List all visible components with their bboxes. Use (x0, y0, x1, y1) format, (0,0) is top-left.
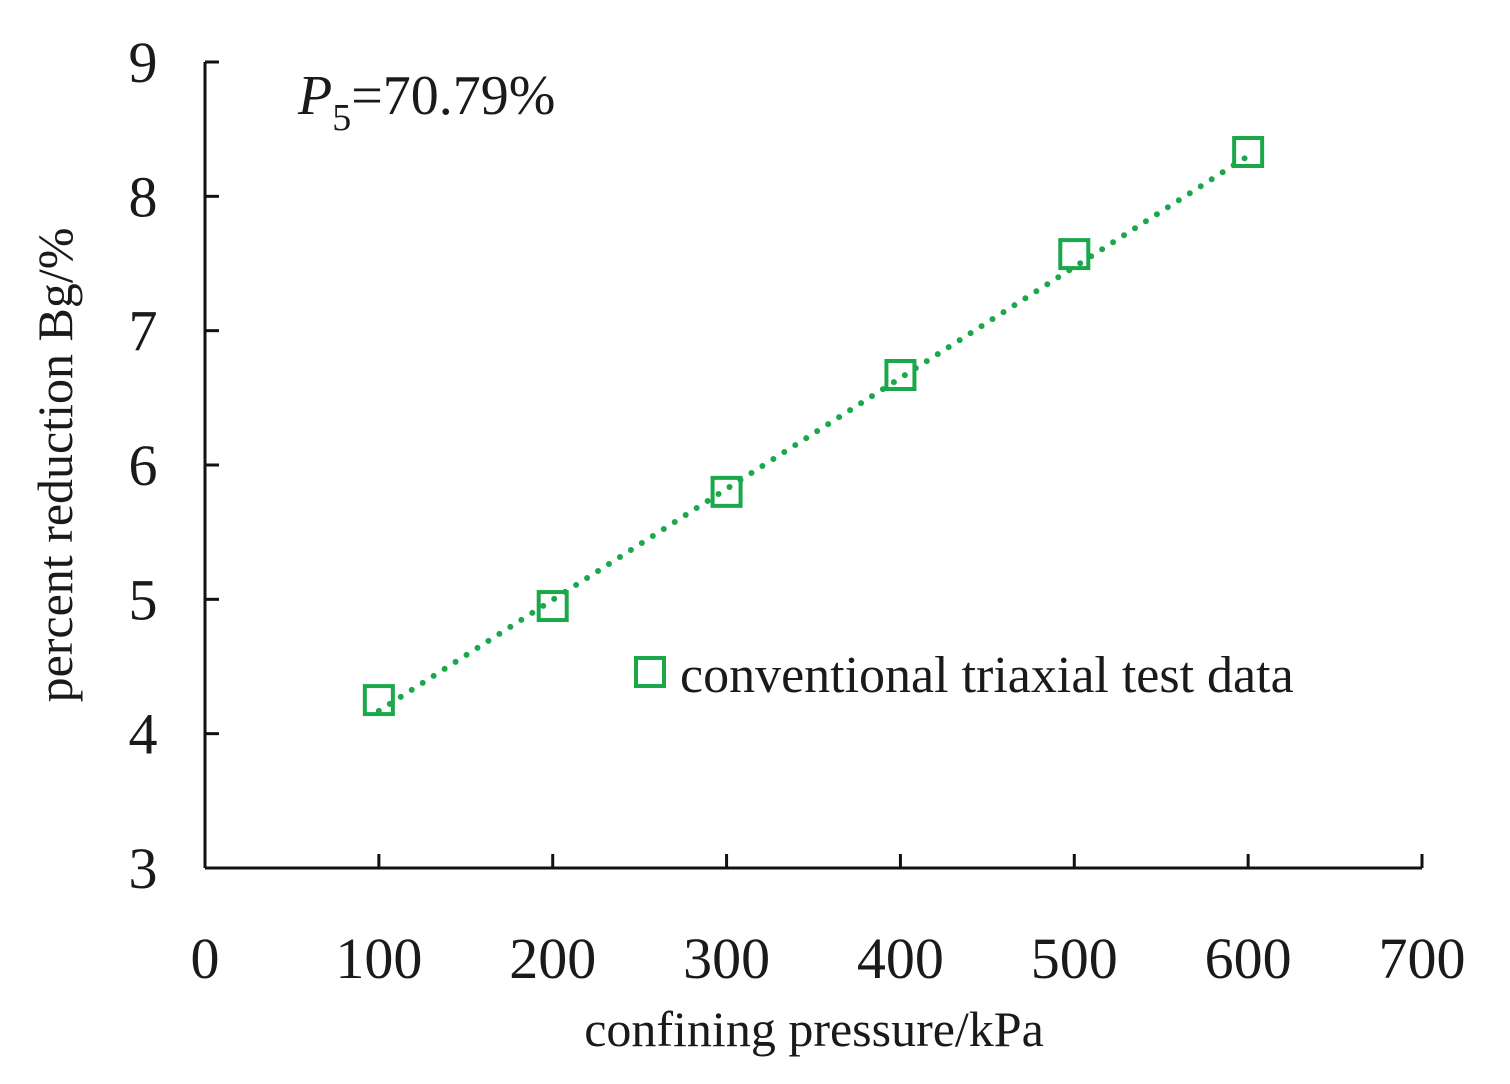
annotation-subscript: 5 (332, 97, 351, 139)
x-tick-label: 600 (1205, 926, 1292, 991)
data-point (1232, 136, 1265, 169)
x-tick-label: 500 (1031, 926, 1118, 991)
trendline (375, 153, 1252, 714)
annotation-p5: P5=70.79% (297, 65, 555, 139)
y-tick-label: 5 (129, 567, 158, 632)
data-point (884, 358, 917, 391)
x-tick-label: 0 (191, 926, 220, 991)
y-tick-label: 3 (129, 836, 158, 901)
x-tick-label: 400 (857, 926, 944, 991)
y-tick-label: 8 (129, 164, 158, 229)
ticks: 3 4 5 6 7 8 9 0 100 200 300 400 500 600 700 (129, 30, 1466, 991)
x-tick-label: 300 (683, 926, 770, 991)
data-point (362, 684, 395, 717)
data-point (1058, 238, 1091, 271)
x-tick-label: 700 (1379, 926, 1466, 991)
data-points (362, 136, 1265, 717)
annotation-text: =70.79% (351, 65, 555, 127)
y-tick-label: 6 (129, 433, 158, 498)
y-tick-label: 4 (129, 702, 158, 767)
annotation-symbol: P (297, 65, 332, 127)
legend-label: conventional triaxial test data (680, 647, 1294, 704)
axes (203, 62, 1422, 870)
y-tick-label: 7 (129, 299, 158, 364)
legend: conventional triaxial test data (634, 647, 1294, 704)
y-tick-label: 9 (129, 30, 158, 95)
data-point (710, 475, 743, 508)
data-point (536, 590, 569, 623)
legend-marker (634, 656, 666, 688)
x-tick-label: 100 (335, 926, 422, 991)
x-axis-title: confining pressure/kPa (584, 1001, 1044, 1057)
trendline-group (375, 153, 1252, 714)
y-axis-title: percent reduction Bg/% (27, 228, 83, 703)
x-tick-label: 200 (509, 926, 596, 991)
